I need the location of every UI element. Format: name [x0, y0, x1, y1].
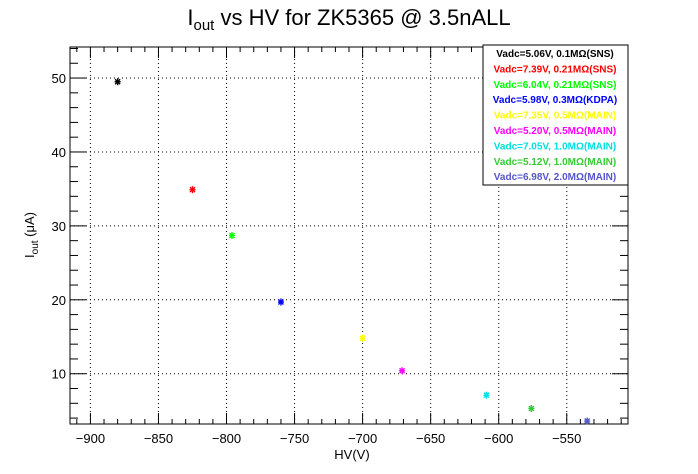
x-tick-label: −900 [76, 431, 105, 446]
data-point [399, 367, 406, 375]
legend-entry: Vadc=5.06V, 0.1MΩ(SNS) [496, 49, 613, 60]
data-points [114, 78, 591, 425]
y-tick-label: 10 [52, 367, 66, 382]
data-point [228, 232, 235, 239]
x-tick-label: −800 [212, 431, 241, 446]
y-tick-label: 30 [52, 219, 66, 234]
x-tick-label: −700 [348, 431, 377, 446]
title-main: I [187, 5, 193, 30]
data-point [189, 186, 196, 194]
y-tick-label: 50 [52, 71, 66, 86]
y-title-main: I [22, 254, 37, 258]
y-axis-title: Iout (μA) [22, 212, 41, 258]
y-tick-label: 40 [52, 145, 66, 160]
legend-entry: Vadc=5.12V, 1.0MΩ(MAIN) [494, 157, 616, 168]
legend-entry: Vadc=5.98V, 0.3MΩ(KDPA) [493, 95, 617, 106]
x-tick-label: −650 [416, 431, 445, 446]
legend-entry: Vadc=7.05V, 1.0MΩ(MAIN) [494, 141, 616, 152]
data-point [584, 417, 591, 425]
title-sub: out [194, 17, 216, 34]
chart-title: Iout vs HV for ZK5365 @ 3.5nALL [187, 5, 510, 34]
legend-entry: Vadc=6.04V, 0.21MΩ(SNS) [494, 80, 617, 91]
y-title-sub: out [30, 240, 41, 254]
data-point [277, 298, 284, 306]
x-tick-label: −550 [552, 431, 581, 446]
x-tick-label: −850 [144, 431, 173, 446]
tick-labels: −900 −850 −800 −750 −700 −650 −600 −550 10 20 30 40… [52, 71, 582, 446]
data-point [483, 391, 490, 399]
x-tick-label: −600 [484, 431, 513, 446]
data-point [114, 78, 121, 86]
data-point [359, 334, 366, 342]
legend-entry: Vadc=5.20V, 0.5MΩ(MAIN) [494, 126, 616, 137]
title-rest: vs HV for ZK5365 @ 3.5nALL [214, 5, 510, 30]
legend-entry: Vadc=6.98V, 2.0MΩ(MAIN) [494, 172, 616, 183]
legend-box [482, 44, 629, 186]
legend-entry: Vadc=7.35V, 0.5MΩ(MAIN) [494, 111, 616, 122]
legend: Vadc=5.06V, 0.1MΩ(SNS) Vadc=7.39V, 0.21MΩ… [482, 44, 629, 186]
x-tick-label: −750 [280, 431, 309, 446]
y-title-rest: (μA) [22, 212, 37, 240]
y-tick-label: 20 [52, 293, 66, 308]
legend-entry: Vadc=7.39V, 0.21MΩ(SNS) [494, 64, 617, 75]
data-point [528, 404, 535, 412]
x-axis-title: HV(V) [334, 447, 369, 462]
